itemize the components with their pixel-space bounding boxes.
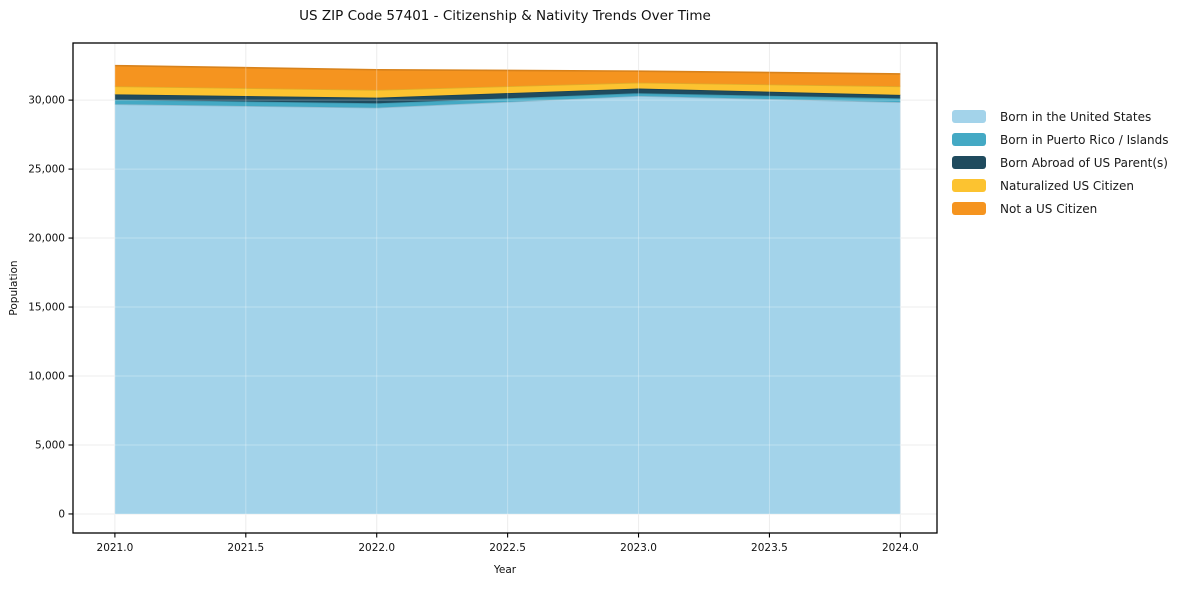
x-axis-title: Year — [493, 564, 517, 576]
area-series-3 — [114, 82, 901, 98]
x-tick-label: 2024.0 — [882, 542, 919, 554]
legend-item-0: Born in the United States — [952, 105, 1169, 128]
legend-swatch-icon — [952, 110, 986, 123]
x-tick-label: 2022.5 — [489, 542, 526, 554]
plot-border — [72, 42, 938, 534]
legend-swatch-icon — [952, 202, 986, 215]
y-tick-label: 0 — [58, 508, 65, 520]
legend-label: Born in Puerto Rico / Islands — [1000, 132, 1169, 147]
y-tick-label: 10,000 — [28, 371, 65, 383]
legend-item-1: Born in Puerto Rico / Islands — [952, 128, 1169, 151]
legend-label: Born in the United States — [1000, 109, 1152, 124]
legend-label: Naturalized US Citizen — [1000, 178, 1134, 193]
y-tick-label: 5,000 — [35, 439, 65, 451]
area-series-0 — [114, 95, 901, 514]
legend-item-4: Not a US Citizen — [952, 197, 1169, 220]
x-tick-label: 2023.0 — [620, 542, 657, 554]
x-tick-label: 2021.0 — [97, 542, 134, 554]
legend-swatch-icon — [952, 133, 986, 146]
y-tick-label: 25,000 — [28, 164, 65, 176]
legend-item-2: Born Abroad of US Parent(s) — [952, 151, 1169, 174]
area-series-1 — [114, 93, 901, 108]
y-axis-title: Population — [8, 260, 20, 316]
area-series-4-edge — [114, 64, 901, 75]
legend: Born in the United States Born in Puerto … — [952, 105, 1169, 220]
y-tick-label: 20,000 — [28, 233, 65, 245]
x-tick-label: 2022.0 — [358, 542, 395, 554]
x-tick-label: 2021.5 — [227, 542, 264, 554]
legend-label: Not a US Citizen — [1000, 201, 1098, 216]
y-tick-label: 30,000 — [28, 95, 65, 107]
area-series-4 — [114, 65, 901, 90]
area-series-2 — [114, 88, 901, 104]
gridlines-overlay — [73, 43, 937, 533]
x-tick-label: 2023.5 — [751, 542, 788, 554]
legend-item-3: Naturalized US Citizen — [952, 174, 1169, 197]
chart-title: US ZIP Code 57401 - Citizenship & Nativi… — [299, 8, 711, 24]
legend-swatch-icon — [952, 156, 986, 169]
y-tick-label: 15,000 — [28, 302, 65, 314]
stacked-areas — [114, 64, 901, 514]
axis-ticks: 2021.0 2021.5 2022.0 2022.5 2023.0 2023.5 2024… — [28, 95, 918, 554]
legend-swatch-icon — [952, 179, 986, 192]
legend-label: Born Abroad of US Parent(s) — [1000, 155, 1168, 170]
